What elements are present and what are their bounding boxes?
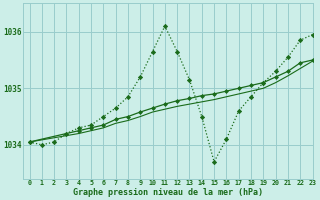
X-axis label: Graphe pression niveau de la mer (hPa): Graphe pression niveau de la mer (hPa): [73, 188, 263, 197]
